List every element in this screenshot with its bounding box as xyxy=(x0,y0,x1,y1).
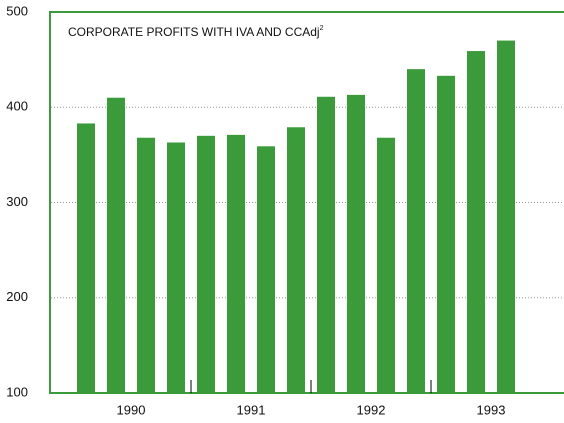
chart-title: CORPORATE PROFITS WITH IVA AND CCAdj2 xyxy=(68,25,324,39)
bar xyxy=(77,123,95,393)
bar xyxy=(317,96,335,394)
y-tick-label: 300 xyxy=(6,194,28,209)
x-tick-label: 1993 xyxy=(477,402,506,417)
bar xyxy=(497,40,515,393)
bar xyxy=(137,137,155,393)
bar xyxy=(287,127,305,393)
y-tick-label: 500 xyxy=(6,3,28,18)
y-tick-label: 400 xyxy=(6,99,28,114)
y-tick-label: 200 xyxy=(6,289,28,304)
bar xyxy=(107,97,125,393)
title-superscript: 2 xyxy=(320,25,324,32)
bar xyxy=(467,51,485,394)
title-text: CORPORATE PROFITS WITH IVA AND CCAdj xyxy=(68,25,320,39)
bar xyxy=(407,69,425,394)
x-tick-label: 1992 xyxy=(357,402,386,417)
x-tick-label: 1990 xyxy=(117,402,146,417)
bar xyxy=(197,135,215,393)
bar xyxy=(257,146,275,393)
bar xyxy=(347,94,365,394)
bar xyxy=(167,142,185,393)
x-tick-label: 1991 xyxy=(237,402,266,417)
bar xyxy=(227,134,245,393)
y-tick-label: 100 xyxy=(6,384,28,399)
bar xyxy=(377,137,395,393)
bar xyxy=(437,75,455,393)
